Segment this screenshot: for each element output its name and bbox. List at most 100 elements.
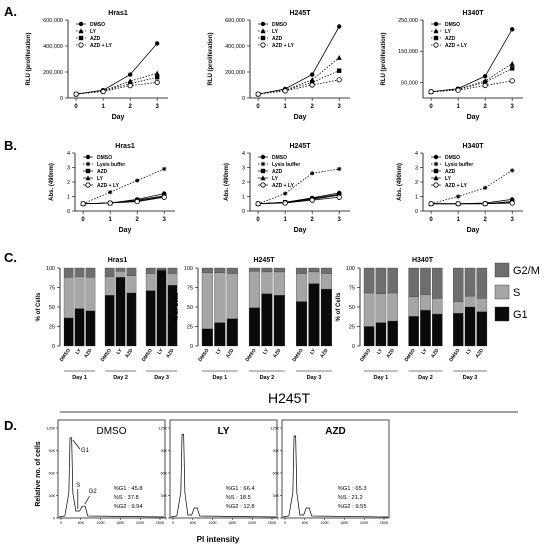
chart-title: H245T [289,10,311,17]
data-point-lysis-buffer [282,191,288,196]
bar-segment-g2-m [476,267,488,299]
data-point-ly [154,70,160,76]
legend-label-dmso: DMSO [90,22,105,28]
bar-segment-s [375,293,387,323]
legend-marker-ly [260,28,266,34]
histogram-dmso: DMSO 0 30K 60K 90K 120K 0 50K 100K 150K 200K 250K G1… [47,419,166,525]
data-point-azd [509,66,515,71]
bar-segment-s [74,276,85,309]
x-tick-label: 2 [483,104,487,110]
y-tick-label: 0 [60,96,63,102]
arrow-g2 [84,495,90,505]
bar-segment-g1 [375,322,387,347]
legend-marker-dmso [85,154,91,160]
y-tick-label: 50 [187,305,193,311]
y-axis-label: RLU (proliferation) [208,33,214,86]
data-point-azd [336,68,342,73]
x-tick-label: 0 [284,521,286,525]
series-line-dmso [258,26,340,95]
data-point-dmso [509,27,515,32]
group-label: Day 3 [463,375,478,381]
y-axis-label: Abs. (490nm) [224,163,230,201]
histogram-azd: AZD 0 30K 60K 90K 120K 0 50K 100K 150K 200K 250K %G1… [271,419,390,525]
x-tick-label: 3 [338,104,342,110]
y-axis-label: Abs. (490nm) [49,163,55,201]
bar-segment-s [226,273,238,319]
bar-segment-g2-m [431,267,443,299]
bar-segment-g2-m [74,267,85,277]
category-label: DMSO [244,347,257,362]
legend-label-azd-ly: AZD + LY [445,183,468,189]
category-label: AZD [83,347,94,359]
x-tick-label: 2 [128,104,132,110]
bar-segment-g2-m [261,267,273,273]
bar-segment-g1 [261,293,273,347]
category-label: LY [215,347,224,356]
x-tick-label: 2 [483,217,487,223]
bar-segment-s [214,272,226,323]
legend-label-azd-ly: AZD + LY [272,183,295,189]
x-tick-label: 2 [310,104,314,110]
legend-marker-ly [260,175,266,181]
panel-d-ylabel: Relative no. of cells [35,441,42,506]
bar-segment-g1 [476,311,488,347]
y-tick-label: 30K [161,494,168,498]
category-label: AZD [124,347,135,359]
y-tick-label: 3 [67,166,70,172]
y-tick-label: 120K [271,427,280,431]
bar-segment-g1 [420,309,431,347]
series-line-ly [76,72,158,95]
bar-segment-g1 [431,313,443,347]
bar-segment-g2-m [248,267,261,272]
y-tick-label: 25 [49,325,55,331]
series-line-lysis-buffer [431,170,513,205]
data-point-azd [154,75,160,80]
category-label: LY [116,347,125,356]
bar-segment-g1 [85,310,96,347]
category-label: DMSO [197,347,210,362]
data-point-azd-ly [336,194,342,200]
bar-segment-g2-m [85,267,96,278]
annotation-g1: G1 [81,448,90,454]
bar-segment-g1 [156,270,167,347]
panel-label-a: A. [4,4,17,19]
data-point-azd-ly [428,201,434,207]
bar-segment-g2-m [226,267,238,274]
bar-segment-g2-m [201,267,213,273]
bar-segment-g1 [74,308,85,347]
group-label: Day 2 [260,375,275,381]
data-point-azd-ly [73,91,79,97]
data-point-azd-ly [107,200,113,206]
y-tick-label: 200,000 [225,70,245,76]
category-label: DMSO [292,347,305,362]
group-label: Day 3 [307,375,322,381]
bar-segment-g1 [115,277,126,347]
legend-label-ly: LY [445,29,452,35]
y-tick-label: 100 [46,266,55,272]
data-point-dmso [127,72,133,77]
stat-line: %S : 21.2 [338,495,363,501]
bar-segment-g1 [464,306,476,347]
y-tick-label: 150,000 [398,49,418,55]
group-label: Day 3 [154,375,169,381]
legend-label-azd-ly: AZD + LY [90,43,113,49]
category-label: AZD [474,347,485,359]
y-tick-label: 60K [273,472,280,476]
data-point-lysis-buffer [336,166,342,172]
y-tick-label: 75 [187,286,193,292]
series-line-azd [76,76,158,95]
bar-segment-s [261,271,273,294]
legend-marker-ly [78,28,84,34]
histogram-label: LY [218,426,230,437]
bar-segment-g2-m [63,267,74,278]
x-tick-label: 3 [511,217,515,223]
y-tick-label: 30K [49,494,56,498]
legend-label-azd: AZD [90,36,101,42]
category-label: AZD [225,347,236,359]
bar-segment-g2-m [126,267,137,276]
y-tick-label: 4 [242,151,245,157]
x-tick-label: 250K [268,521,277,525]
chart-title: H340T [462,10,484,17]
